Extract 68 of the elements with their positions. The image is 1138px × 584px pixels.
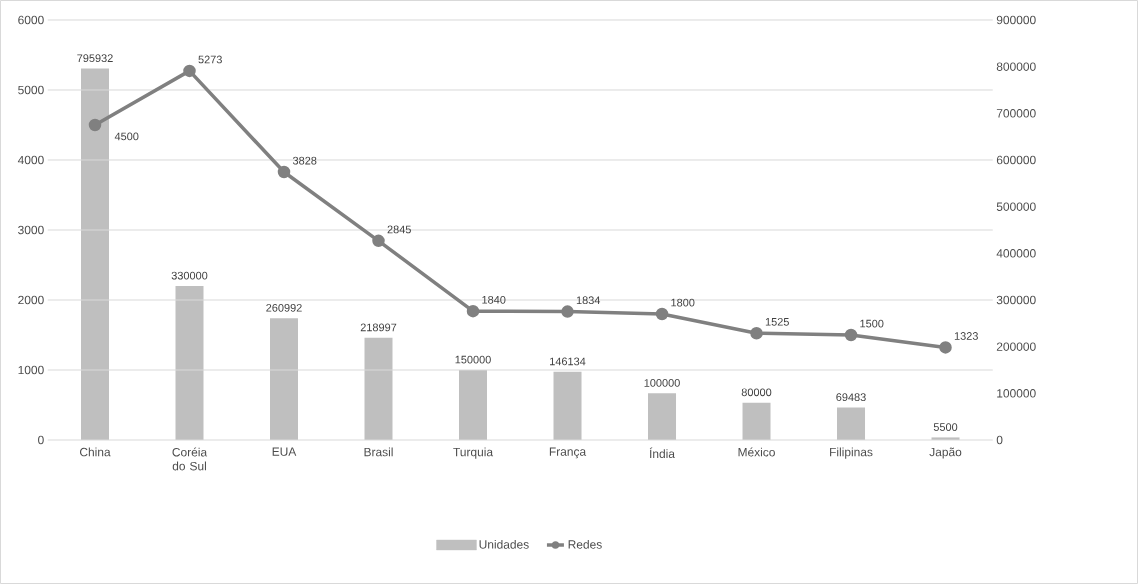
point <box>561 305 574 318</box>
bar <box>270 318 298 440</box>
x-tick-label: Turquia <box>453 447 494 459</box>
y2-tick-label: 500000 <box>996 202 1036 211</box>
bar <box>81 68 109 440</box>
bar <box>553 371 582 440</box>
data-label: 3828 <box>292 156 317 165</box>
point <box>372 234 385 248</box>
y2-tick-label: 100000 <box>997 389 1036 398</box>
x-tick-label: Coréia do Sul <box>172 447 208 471</box>
bar <box>459 370 488 440</box>
x-tick-label: China <box>79 447 111 457</box>
data-label: 80000 <box>741 388 772 397</box>
x-tick-label: EUA <box>272 447 297 456</box>
data-label: 1323 <box>954 332 978 340</box>
point <box>466 304 480 318</box>
y-tick-label: 1000 <box>18 365 44 375</box>
y2-tick-label: 400000 <box>996 249 1036 258</box>
data-label: 5273 <box>198 55 222 64</box>
y2-tick-label: 900000 <box>996 15 1036 25</box>
y-tick-label: 4000 <box>17 155 44 165</box>
y2-tick-label: 200000 <box>996 342 1036 351</box>
data-label: 795932 <box>77 54 113 63</box>
data-label: 5500 <box>933 423 958 431</box>
y-tick-label: 2000 <box>18 295 44 305</box>
data-label: 100000 <box>644 379 680 387</box>
data-label: 150000 <box>455 355 491 364</box>
data-label: 330000 <box>171 271 208 280</box>
data-label: 1834 <box>576 296 601 305</box>
y-tick-label: 3000 <box>18 225 44 235</box>
bar <box>742 402 771 440</box>
point <box>88 118 102 132</box>
point <box>844 328 858 342</box>
y-tick-label: 5000 <box>18 85 44 95</box>
x-tick-label: Japão <box>929 447 962 459</box>
point <box>277 165 291 179</box>
data-label: 1800 <box>671 298 695 307</box>
bar <box>175 286 204 440</box>
data-label: 2845 <box>387 225 411 234</box>
y2-tick-label: 600000 <box>996 155 1036 165</box>
point <box>939 341 952 354</box>
x-tick-label: França <box>549 447 587 459</box>
data-label: 4500 <box>114 132 139 141</box>
data-label: 260992 <box>266 303 302 312</box>
bar <box>837 407 866 440</box>
data-label: 1840 <box>482 295 506 304</box>
y2-tick-label: 300000 <box>996 295 1036 305</box>
bar <box>648 393 677 440</box>
point <box>655 307 669 321</box>
bar <box>364 337 393 440</box>
y-tick-label: 6000 <box>18 15 44 25</box>
y2-tick-label: 0 <box>996 435 1003 445</box>
x-tick-label: Índia <box>649 447 675 458</box>
y-tick-label: 0 <box>38 435 44 445</box>
data-label: 69483 <box>836 393 866 402</box>
y2-tick-label: 800000 <box>996 62 1036 71</box>
data-label: 1500 <box>860 319 884 328</box>
legend-label: Redes <box>568 539 602 549</box>
x-tick-label: Brasil <box>364 447 393 457</box>
x-tick-label: Filipinas <box>830 447 873 459</box>
point <box>750 327 763 340</box>
data-label: 218997 <box>360 323 397 332</box>
point <box>183 64 196 78</box>
y2-tick-label: 700000 <box>996 109 1036 118</box>
data-label: 146134 <box>550 357 586 366</box>
x-tick-label: México <box>738 447 775 457</box>
data-label: 1525 <box>765 317 789 326</box>
legend-label: Unidades <box>479 539 529 549</box>
